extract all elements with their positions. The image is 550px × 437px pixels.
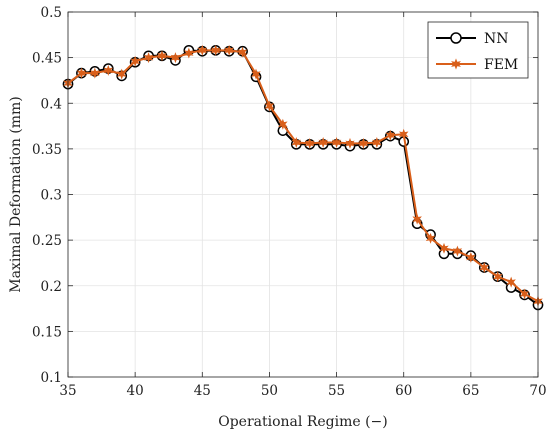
data-point-fem xyxy=(398,128,409,140)
data-point-fem xyxy=(103,64,114,76)
data-point-fem xyxy=(358,137,369,149)
data-point-fem xyxy=(452,245,463,257)
axis-ticks xyxy=(67,11,539,378)
data-point-fem xyxy=(210,44,221,56)
data-point-fem xyxy=(372,137,382,148)
legend-fem-marker xyxy=(451,58,461,70)
data-point-fem xyxy=(157,50,167,62)
y-axis-label: Maximal Deformation (mm) xyxy=(8,96,24,293)
data-point-fem xyxy=(116,68,127,80)
data-point-fem xyxy=(184,47,194,59)
legend: NN FEM xyxy=(427,21,529,79)
x-axis-label: Operational Regime (−) xyxy=(218,414,388,430)
data-point-fem xyxy=(425,232,436,244)
x-tick-label: 40 xyxy=(127,383,144,399)
data-point-fem xyxy=(412,213,422,225)
y-tick-label: 0.35 xyxy=(32,142,62,158)
data-point-fem xyxy=(251,68,261,80)
y-tick-label: 0.1 xyxy=(41,370,62,386)
data-point-fem xyxy=(291,137,302,148)
y-tick-label: 0.15 xyxy=(32,324,62,340)
series-fem xyxy=(63,44,543,307)
y-tick-label: 0.25 xyxy=(32,233,62,249)
data-point-fem xyxy=(170,52,181,64)
series-layer xyxy=(62,44,544,311)
x-tick-label: 45 xyxy=(194,383,211,399)
y-tick-labels: 0.1 0.15 0.2 0.25 0.3 0.35 0.4 0.45 0.5 xyxy=(32,5,62,386)
x-tick-label: 50 xyxy=(261,383,278,399)
legend-fem-star xyxy=(451,58,461,70)
y-tick-label: 0.5 xyxy=(41,5,62,21)
data-point-fem xyxy=(278,118,288,130)
data-point-fem xyxy=(479,262,490,273)
legend-fem-label: FEM xyxy=(484,57,518,73)
legend-nn-label: NN xyxy=(484,31,509,47)
x-tick-label: 60 xyxy=(395,383,412,399)
x-tick-label: 65 xyxy=(462,383,479,399)
y-tick-label: 0.4 xyxy=(41,96,62,112)
data-point-fem xyxy=(197,44,208,56)
data-point-fem xyxy=(331,137,342,148)
x-tick-label: 55 xyxy=(328,383,345,399)
data-point-fem xyxy=(143,52,154,64)
data-point-fem xyxy=(224,44,234,56)
data-point-fem xyxy=(345,137,355,149)
data-point-fem xyxy=(492,271,503,283)
x-tick-label: 70 xyxy=(529,383,546,399)
data-point-fem xyxy=(519,288,530,300)
data-point-fem xyxy=(264,100,275,112)
x-tick-label: 35 xyxy=(59,383,76,399)
data-point-fem xyxy=(385,129,396,141)
data-point-fem xyxy=(439,242,449,254)
legend-nn-marker xyxy=(450,32,462,44)
data-point-fem xyxy=(304,137,315,149)
data-point-fem xyxy=(130,55,140,67)
data-point-fem xyxy=(90,67,100,79)
x-tick-labels: 35 40 45 50 55 60 65 70 xyxy=(59,383,546,399)
data-point-fem xyxy=(318,137,328,148)
data-point-fem xyxy=(76,67,87,79)
legend-box xyxy=(427,21,529,79)
data-point-fem xyxy=(237,46,248,58)
y-tick-label: 0.2 xyxy=(41,279,62,295)
data-point-fem xyxy=(506,276,516,288)
y-tick-label: 0.3 xyxy=(41,188,62,204)
data-point-fem xyxy=(466,251,476,263)
y-tick-label: 0.45 xyxy=(32,51,62,67)
